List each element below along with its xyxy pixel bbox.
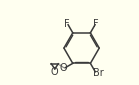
Text: O: O: [51, 67, 58, 77]
Text: O: O: [60, 63, 67, 73]
Text: F: F: [64, 19, 69, 29]
Text: F: F: [93, 19, 98, 29]
Text: Br: Br: [93, 68, 103, 78]
